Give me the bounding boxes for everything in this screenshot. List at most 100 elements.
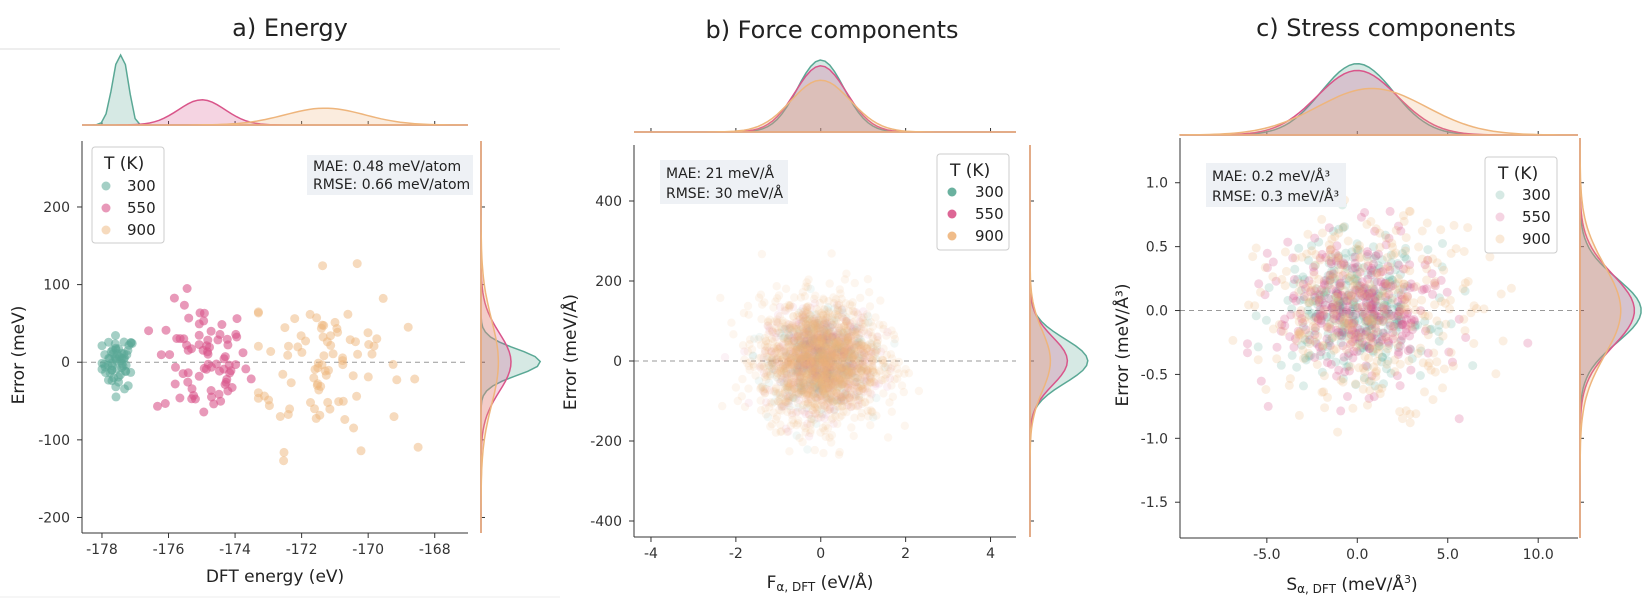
data-point-300 [803, 339, 812, 349]
data-point-300 [807, 414, 816, 424]
data-point-300 [803, 334, 813, 343]
data-point-550 [195, 308, 205, 318]
data-point-550 [1262, 248, 1272, 258]
data-point-900 [1281, 266, 1291, 276]
data-point-550 [799, 351, 809, 360]
data-point-550 [190, 394, 200, 404]
data-point-900 [279, 456, 289, 466]
data-point-900 [1296, 306, 1306, 315]
data-point-550 [807, 373, 816, 382]
data-point-550 [825, 363, 834, 372]
data-point-300 [855, 350, 864, 359]
marginal-top-density-300 [82, 53, 468, 126]
data-point-300 [820, 371, 829, 380]
data-point-550 [1283, 237, 1293, 247]
data-point-550 [1268, 257, 1278, 267]
data-point-550 [818, 357, 827, 367]
data-point-300 [766, 370, 775, 379]
data-point-900 [1323, 392, 1332, 402]
data-point-550 [831, 377, 840, 386]
data-point-900 [1319, 306, 1329, 316]
data-point-900 [311, 413, 321, 423]
data-point-300 [826, 395, 835, 404]
data-point-900 [836, 289, 845, 298]
data-point-550 [804, 410, 814, 419]
data-point-300 [822, 313, 832, 323]
data-point-300 [829, 381, 838, 391]
data-point-300 [777, 402, 787, 411]
data-point-550 [806, 331, 816, 341]
data-point-900 [352, 391, 362, 401]
data-point-550 [840, 389, 849, 398]
data-point-300 [838, 308, 848, 317]
data-point-300 [829, 375, 838, 385]
data-point-900 [392, 375, 402, 385]
data-point-300 [819, 334, 828, 343]
data-point-550 [819, 370, 828, 379]
data-point-300 [815, 354, 824, 363]
data-point-550 [823, 356, 832, 365]
data-point-300 [97, 341, 107, 351]
data-point-550 [804, 337, 813, 346]
data-point-550 [800, 345, 810, 355]
data-point-550 [847, 363, 856, 373]
y-tick-label: 0 [613, 354, 622, 370]
data-point-300 [772, 389, 781, 398]
data-point-300 [818, 373, 827, 382]
data-point-900 [793, 378, 803, 387]
data-point-550 [821, 323, 831, 333]
data-point-550 [819, 401, 829, 410]
data-point-550 [794, 377, 804, 386]
data-point-900 [900, 421, 909, 430]
data-point-550 [781, 361, 790, 370]
data-point-300 [839, 340, 848, 349]
data-point-300 [814, 381, 823, 390]
data-point-550 [839, 350, 849, 359]
data-point-550 [1454, 414, 1464, 424]
data-point-900 [1411, 282, 1421, 291]
data-point-550 [206, 386, 216, 395]
data-point-550 [857, 313, 866, 323]
data-point-550 [822, 338, 831, 347]
stats-mae: MAE: 0.48 meV/atom [313, 159, 461, 175]
data-point-550 [836, 336, 845, 345]
data-point-550 [821, 371, 830, 380]
data-point-300 [807, 388, 816, 397]
data-point-900 [727, 318, 736, 327]
data-point-300 [824, 338, 833, 347]
data-point-550 [836, 379, 846, 389]
data-point-300 [794, 379, 803, 388]
data-point-300 [838, 337, 848, 346]
data-point-900 [1334, 228, 1344, 238]
data-point-550 [848, 326, 857, 336]
data-point-300 [809, 341, 818, 350]
data-point-300 [846, 363, 855, 372]
data-point-900 [751, 371, 760, 380]
data-point-550 [837, 364, 847, 373]
panel-title: c) Stress components [1256, 14, 1516, 42]
data-point-300 [816, 350, 825, 359]
data-point-900 [793, 398, 803, 408]
data-point-550 [811, 314, 820, 323]
data-point-550 [226, 366, 236, 376]
legend: T (K) 300 550 900 [1484, 156, 1558, 254]
data-point-900 [785, 371, 794, 381]
data-point-900 [716, 293, 725, 303]
data-point-550 [771, 333, 781, 342]
data-point-300 [846, 346, 856, 355]
data-point-300 [817, 346, 826, 355]
data-point-550 [797, 341, 806, 351]
data-point-550 [819, 331, 828, 340]
data-point-900 [1363, 257, 1373, 267]
data-point-550 [827, 344, 837, 353]
data-point-300 [823, 378, 833, 387]
data-point-900 [1248, 252, 1258, 262]
data-point-550 [806, 375, 815, 385]
data-point-550 [1243, 339, 1252, 349]
data-point-300 [780, 324, 789, 333]
data-point-550 [175, 393, 185, 403]
data-point-550 [786, 369, 795, 378]
data-point-900 [1380, 264, 1390, 274]
data-point-550 [813, 345, 822, 354]
